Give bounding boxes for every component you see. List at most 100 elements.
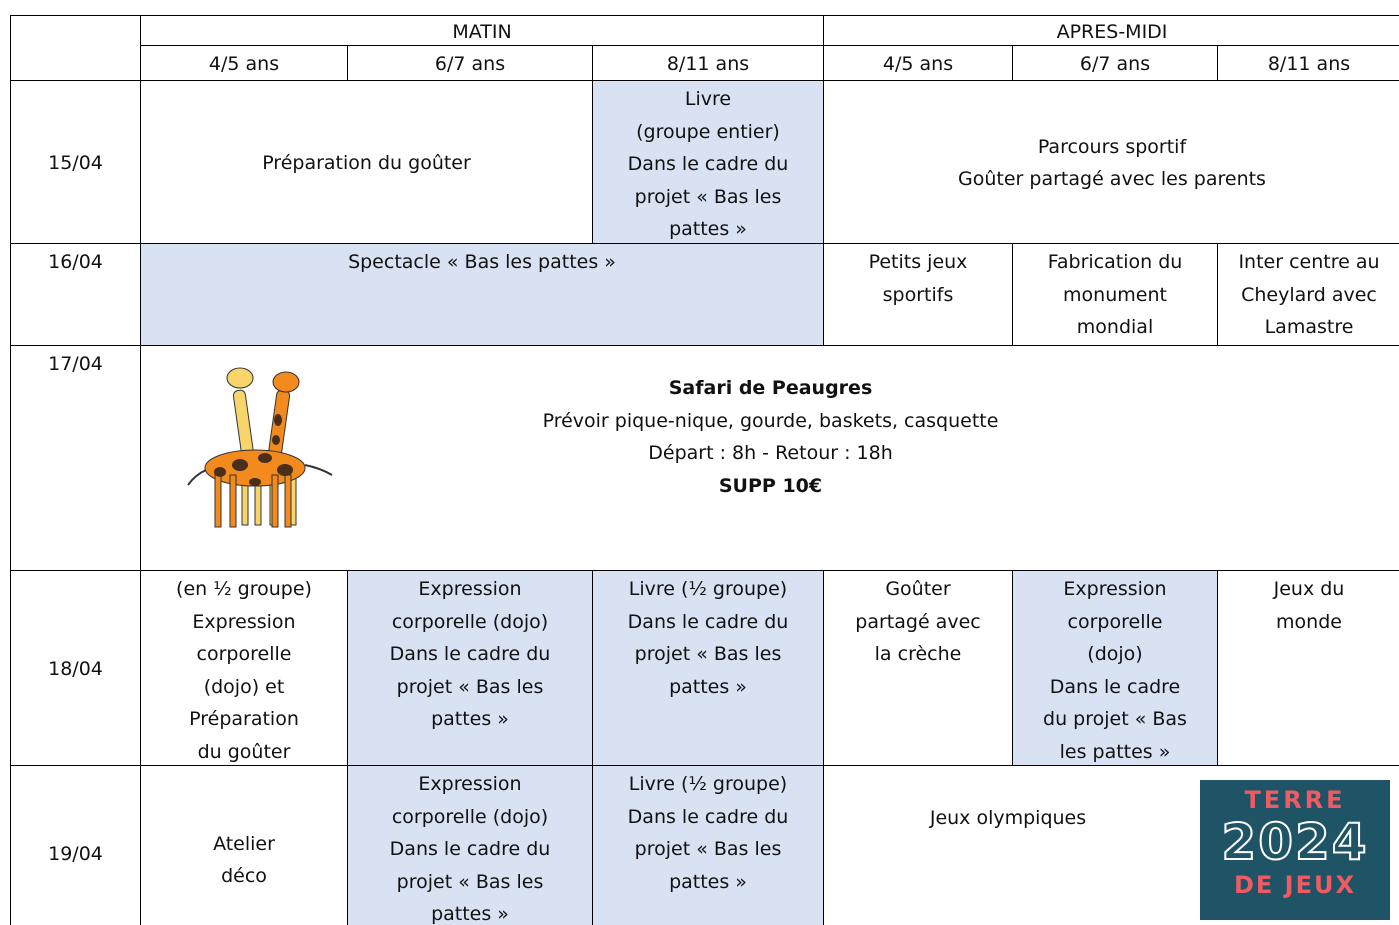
cell-text: Départ : 8h - Retour : 18h	[648, 442, 893, 464]
cell-text: Goûter partagé avec les parents	[958, 168, 1266, 190]
cell-text: Dans le cadre du	[627, 153, 789, 175]
header-cell: MATIN	[140, 15, 824, 46]
activity-cell: Inter centre au Cheylard avec Lamastre	[1217, 243, 1399, 346]
header-cell: APRES-MIDI	[823, 15, 1399, 46]
logo-text: TERRE	[1244, 786, 1346, 814]
age-header-cell: 8/11 ans	[1217, 45, 1399, 81]
cell-text: corporelle (dojo)	[391, 805, 549, 828]
cell-text: Prévoir pique-nique, gourde, baskets, ca…	[542, 409, 999, 432]
cell-text: (dojo)	[1087, 643, 1143, 665]
cell-text: pattes »	[431, 708, 509, 730]
cell-text: Dans le cadre du	[627, 610, 789, 633]
cell-text: partagé avec	[855, 610, 981, 633]
age-header-cell: 4/5 ans	[823, 45, 1013, 81]
cell-text: corporelle (dojo)	[391, 610, 549, 633]
date-cell: 16/04	[10, 243, 141, 346]
cell-text: Jeux olympiques	[929, 807, 1087, 829]
cell-text: pattes »	[669, 218, 747, 240]
activity-cell: Atelier déco	[140, 765, 348, 925]
cell-text: déco	[221, 865, 267, 887]
cell-text: 19/04	[48, 842, 103, 865]
activity-cell: Goûter partagé avec la crèche	[823, 570, 1013, 766]
terre-de-jeux-logo: TERRE 2024 DE JEUX	[1200, 780, 1390, 920]
cell-text: APRES-MIDI	[1056, 21, 1168, 43]
activity-cell: Livre (groupe entier) Dans le cadre du proj…	[592, 80, 824, 244]
cell-text: 16/04	[48, 251, 103, 273]
cell-text: projet « Bas les	[634, 838, 782, 860]
age-header-cell: 4/5 ans	[140, 45, 348, 81]
cell-text: Livre (½ groupe)	[628, 773, 788, 795]
activity-cell: Safari de Peaugres Prévoir pique-nique, g…	[140, 345, 1399, 571]
cell-text: Lamastre	[1264, 316, 1354, 338]
cell-text: Fabrication du	[1047, 251, 1183, 273]
cell-text: du projet « Bas	[1043, 708, 1187, 730]
cell-text: Dans le cadre du	[389, 838, 551, 860]
cell-text: 18/04	[48, 657, 103, 680]
cell-text: MATIN	[452, 21, 512, 43]
cell-text: sportifs	[882, 283, 954, 306]
activity-cell: Expression corporelle (dojo) Dans le cadre…	[347, 570, 593, 766]
cell-text: projet « Bas les	[634, 185, 782, 208]
cell-text: Expression	[418, 773, 522, 795]
activity-cell: Expression corporelle (dojo) Dans le cadre d…	[1012, 570, 1218, 766]
age-header-cell: 6/7 ans	[1012, 45, 1218, 81]
activity-cell: Petits jeux sportifs	[823, 243, 1013, 346]
cell-text: (en ½ groupe)	[176, 578, 312, 600]
cell-text: SUPP 10€	[718, 474, 823, 497]
cell-text: 4/5 ans	[882, 53, 954, 75]
cell-text: Expression	[1063, 578, 1167, 600]
date-cell: 17/04	[10, 345, 141, 571]
cell-text: Livre (½ groupe)	[628, 578, 788, 600]
cell-text: Petits jeux	[868, 251, 968, 273]
cell-text: projet « Bas les	[396, 870, 544, 893]
cell-text: Dans le cadre	[1049, 675, 1181, 698]
cell-text: Spectacle « Bas les pattes »	[348, 251, 616, 273]
cell-text: corporelle	[1067, 610, 1163, 633]
cell-text: la crèche	[874, 643, 962, 665]
cell-text: pattes »	[431, 903, 509, 925]
cell-text: 17/04	[48, 353, 103, 375]
cell-text: 6/7 ans	[1079, 53, 1151, 75]
activity-cell: Livre (½ groupe) Dans le cadre du projet «…	[592, 765, 824, 925]
cell-text: pattes »	[669, 675, 747, 698]
date-cell: 15/04	[10, 80, 141, 244]
cell-text: Préparation	[189, 708, 299, 730]
cell-text: monument	[1063, 283, 1167, 306]
date-cell: 18/04	[10, 570, 141, 766]
cell-text: projet « Bas les	[396, 675, 544, 698]
activity-cell: Livre (½ groupe) Dans le cadre du projet «…	[592, 570, 824, 766]
cell-text: Dans le cadre du	[389, 643, 551, 665]
cell-text: 6/7 ans	[434, 53, 506, 75]
cell-text: Goûter	[885, 578, 951, 600]
logo-text: DE JEUX	[1234, 871, 1356, 899]
cell-text: projet « Bas les	[634, 643, 782, 665]
activity-cell: (en ½ groupe) Expression corporelle (dojo) …	[140, 570, 348, 766]
cell-text: (groupe entier)	[636, 120, 780, 143]
cell-text: Parcours sportif	[1037, 135, 1187, 158]
logo-text: 2024	[1220, 813, 1369, 871]
cell-text: Expression	[192, 610, 296, 633]
age-header-cell: 6/7 ans	[347, 45, 593, 81]
activity-cell: Parcours sportif Goûter partagé avec les …	[823, 80, 1399, 244]
activity-cell: Fabrication du monument mondial	[1012, 243, 1218, 346]
cell-text: mondial	[1076, 316, 1154, 338]
activity-cell: Spectacle « Bas les pattes »	[140, 243, 824, 346]
cell-text: Préparation du goûter	[262, 151, 471, 174]
cell-text: 8/11 ans	[666, 53, 750, 75]
age-header-cell: 8/11 ans	[592, 45, 824, 81]
cell-text: Safari de Peaugres	[668, 377, 873, 399]
cell-text: Atelier	[213, 832, 275, 855]
cell-text: 15/04	[48, 151, 103, 174]
cell-text: monde	[1276, 610, 1342, 633]
cell-text: pattes »	[669, 870, 747, 893]
cell-text: (dojo) et	[203, 675, 285, 698]
cell-text: du goûter	[197, 740, 291, 763]
cell-text: les pattes »	[1059, 740, 1171, 763]
date-cell: 19/04	[10, 765, 141, 925]
activity-cell: Expression corporelle (dojo) Dans le cadre…	[347, 765, 593, 925]
giraffe-illustration	[187, 367, 333, 528]
cell-text: Livre	[684, 88, 732, 110]
cell-text: Jeux du	[1273, 578, 1345, 600]
cell-text: 8/11 ans	[1267, 53, 1351, 75]
cell-text: 4/5 ans	[208, 53, 280, 75]
